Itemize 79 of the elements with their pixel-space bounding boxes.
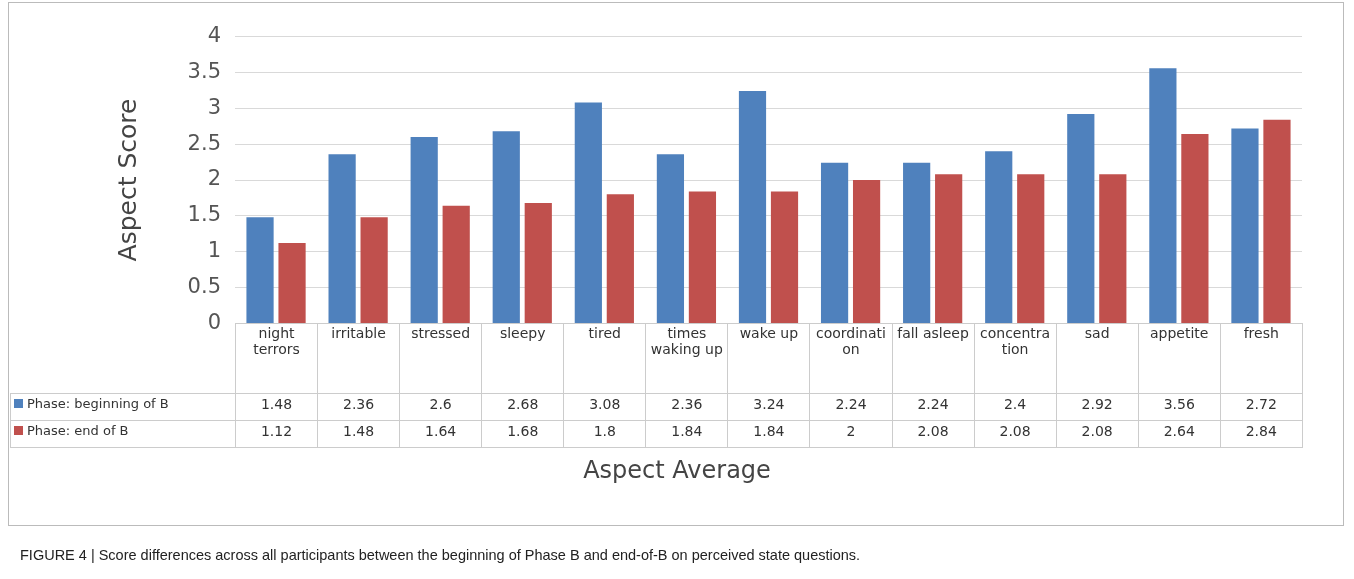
bar (1017, 174, 1045, 323)
data-label: 1.64 (399, 420, 482, 448)
data-label: 2.24 (892, 393, 975, 421)
y-tick-label: 3.5 (187, 58, 221, 83)
data-label: 3.08 (563, 393, 646, 421)
data-label: 2.84 (1220, 420, 1303, 448)
data-label: 2.64 (1138, 420, 1221, 448)
bar (524, 202, 552, 323)
bar (246, 217, 274, 323)
data-label: 3.24 (727, 393, 810, 421)
bar (935, 174, 963, 323)
legend-label: Phase: end of B (10, 420, 236, 448)
x-tick-label: sleepy (481, 323, 564, 394)
data-label: 2.36 (317, 393, 400, 421)
data-label: 2.72 (1220, 393, 1303, 421)
y-tick-label: 1.5 (187, 202, 221, 227)
bar (903, 162, 931, 323)
x-tick-label: stressed (399, 323, 482, 394)
bar (688, 191, 717, 323)
y-tick-label: 4 (207, 23, 221, 48)
x-tick-label: times waking up (645, 323, 728, 394)
bar (852, 180, 881, 323)
y-tick-label: 0.5 (187, 274, 221, 298)
data-label: 2.92 (1056, 393, 1139, 421)
caption: FIGURE 4 | Score differences across all participants between the beginning of Phase B and end-of-B on perceived state questions. (20, 547, 861, 563)
y-axis-title: Aspect Score (112, 98, 142, 262)
x-tick-label: concentration (974, 323, 1057, 394)
bar (278, 243, 306, 323)
bar (1067, 114, 1095, 323)
data-label: 2.24 (809, 393, 892, 421)
data-label: 2.68 (481, 393, 564, 421)
bar (738, 91, 767, 323)
data-label: 1.8 (563, 420, 646, 448)
data-label: 2.36 (645, 393, 728, 421)
bar (820, 162, 849, 323)
x-tick-label: coordination (809, 323, 892, 394)
y-tick-label: 2.5 (187, 130, 221, 155)
bar (606, 194, 634, 323)
x-tick-label: sad (1056, 323, 1139, 394)
data-label: 1.84 (727, 420, 810, 448)
bar (442, 205, 470, 323)
bar (328, 154, 356, 323)
bar (360, 217, 388, 323)
legend-label: Phase: beginning of B (10, 393, 236, 421)
bar (1231, 128, 1259, 323)
bar (1181, 134, 1209, 323)
bar (1263, 119, 1291, 323)
data-label: 2.08 (974, 420, 1057, 448)
data-label: 1.48 (317, 420, 400, 448)
data-label: 3.56 (1138, 393, 1221, 421)
x-tick-label: appetite (1138, 323, 1221, 394)
y-tick-label: 3 (207, 94, 221, 119)
bar (985, 151, 1013, 323)
bar (770, 191, 799, 323)
x-tick-label: tired (563, 323, 646, 394)
data-label: 2.4 (974, 393, 1057, 421)
data-label: 1.84 (645, 420, 728, 448)
x-tick-label: irritable (317, 323, 400, 394)
bar (492, 131, 520, 323)
bar (1099, 174, 1127, 323)
x-tick-label: fall asleep (892, 323, 975, 394)
bar (1149, 68, 1177, 323)
bar (410, 136, 438, 323)
bar (574, 102, 602, 323)
x-tick-label: wake up (727, 323, 810, 394)
y-tick-label: 0 (207, 309, 221, 334)
data-label: 2.08 (892, 420, 975, 448)
data-label: 2 (809, 420, 892, 448)
x-axis-title: Aspect Average (582, 456, 772, 484)
data-label: 2.08 (1056, 420, 1139, 448)
x-tick-label: night terrors (235, 323, 318, 394)
data-label: 1.68 (481, 420, 564, 448)
bar (656, 154, 685, 323)
y-tick-label: 1 (207, 238, 221, 263)
y-tick-label: 2 (207, 166, 221, 191)
data-label: 1.48 (235, 393, 318, 421)
x-tick-label: fresh (1220, 323, 1303, 394)
data-label: 2.6 (399, 393, 482, 421)
data-label: 1.12 (235, 420, 318, 448)
